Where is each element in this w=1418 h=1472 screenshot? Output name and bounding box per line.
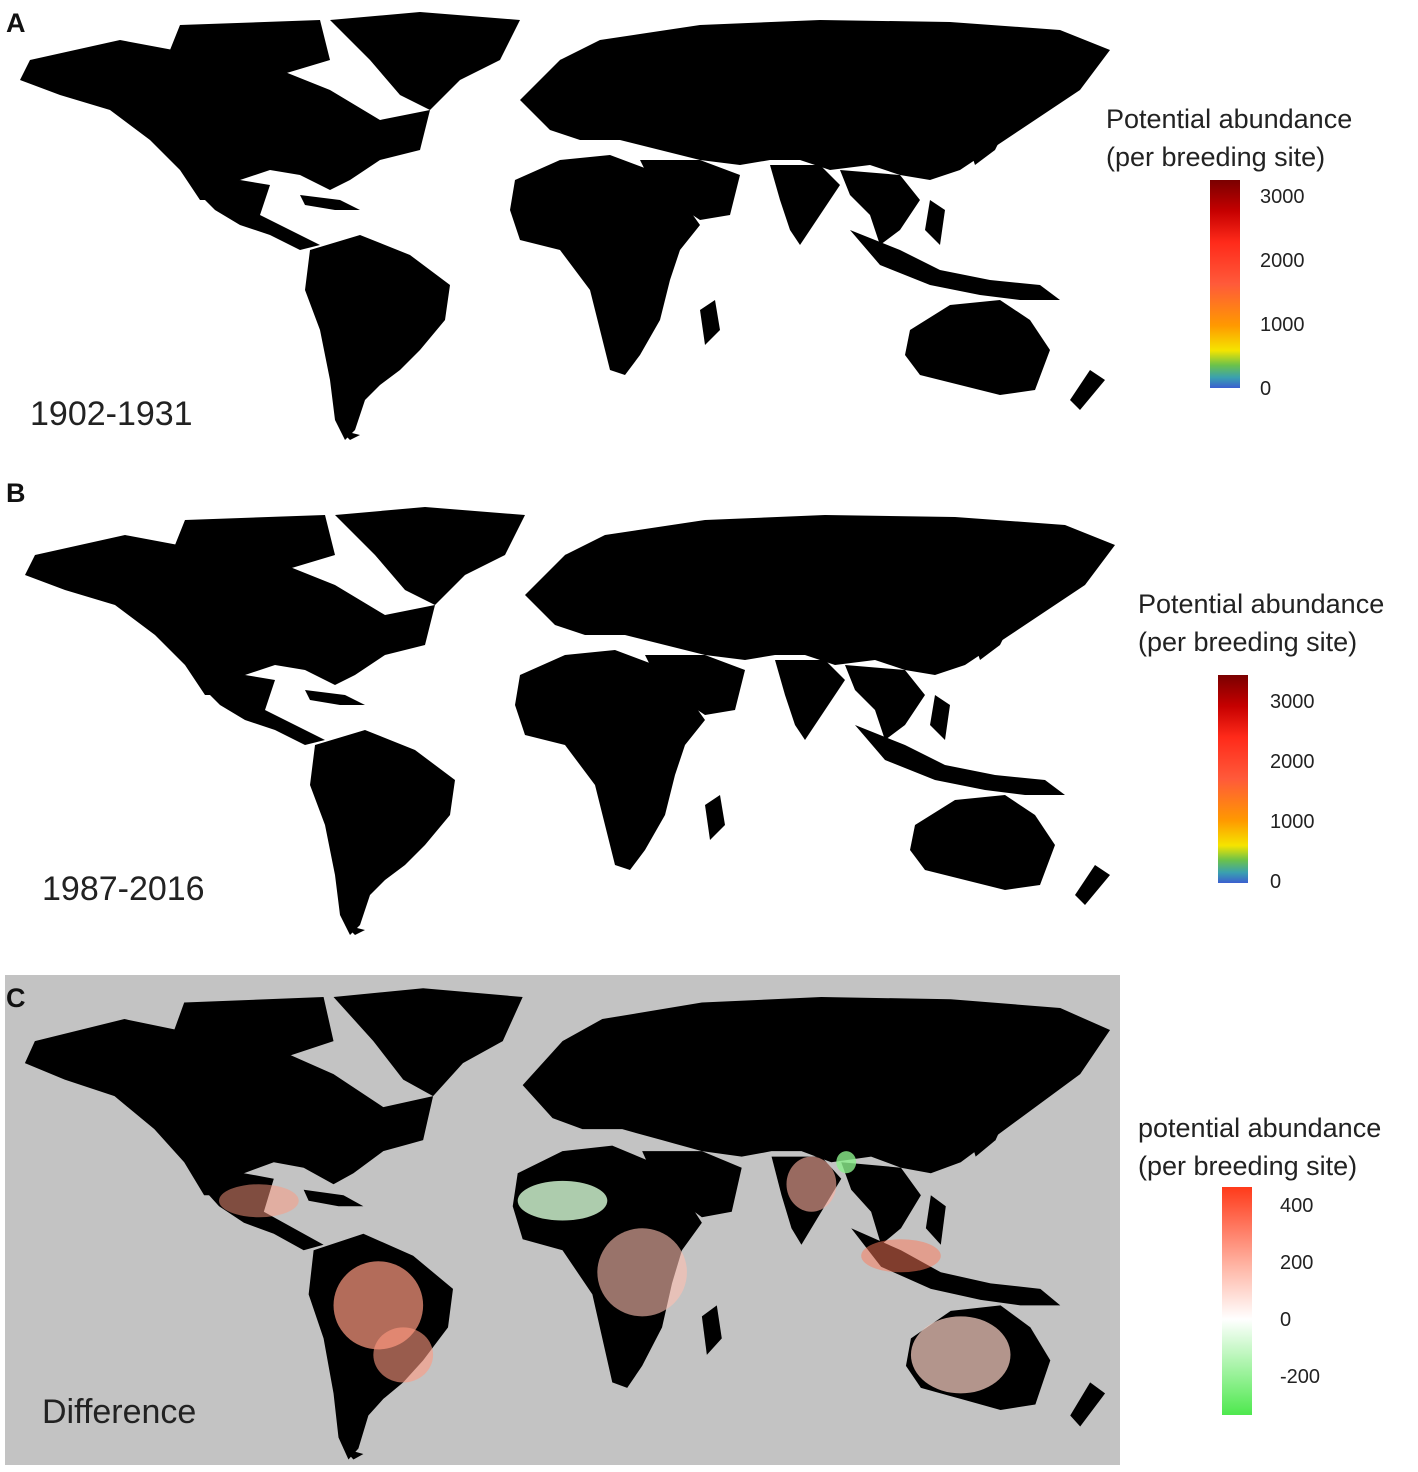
colorbar-tick: 3000: [1260, 186, 1305, 208]
diff-hotspot: [910, 1316, 1011, 1394]
panel-b: B 1987-2016 Potential abundance (per bre…: [0, 470, 1418, 960]
diff-hotspot: [373, 1327, 434, 1383]
diff-hotspot: [333, 1261, 424, 1350]
legend-title: Potential abundance (per breeding site): [1106, 100, 1352, 176]
legend-title: Potential abundance (per breeding site): [1138, 585, 1384, 661]
diff-hotspot: [786, 1156, 837, 1212]
period-label: 1902-1931: [30, 395, 193, 433]
panel-letter: C: [6, 983, 26, 1013]
legend-title-line2: (per breeding site): [1138, 627, 1358, 657]
colorbar-tick: 0: [1280, 1309, 1292, 1331]
panel-letter: A: [6, 8, 26, 38]
diff-hotspot: [861, 1239, 941, 1273]
difference-map: [5, 975, 1120, 1465]
colorbar-tick: 1000: [1260, 314, 1305, 336]
legend-title-line2: (per breeding site): [1138, 1151, 1358, 1181]
colorbar-tick: 0: [1260, 378, 1272, 400]
panel-a: A 1902-1931 Potential abundance (per bre…: [0, 0, 1418, 470]
panel-c: C Difference potential abundance (per br…: [0, 975, 1418, 1472]
legend-title-line2: (per breeding site): [1106, 142, 1326, 172]
period-label: 1987-2016: [42, 870, 205, 908]
legend-title: potential abundance (per breeding site): [1138, 1109, 1381, 1185]
colorbar-tick: 400: [1280, 1195, 1314, 1217]
colorbar-tick: 3000: [1270, 691, 1315, 713]
diff-hotspot: [219, 1184, 299, 1218]
legend-title-line1: Potential abundance: [1138, 589, 1385, 619]
difference-map-svg: [24, 988, 1111, 1460]
world-map: [0, 0, 1120, 445]
diff-coolspot: [836, 1151, 857, 1174]
legend-title-line1: potential abundance: [1138, 1113, 1382, 1143]
colorbar-tick: 200: [1280, 1252, 1314, 1274]
colorbar: [1222, 1187, 1252, 1415]
colorbar-tick: 2000: [1260, 250, 1305, 272]
colorbar-tick: 1000: [1270, 811, 1315, 833]
colorbar-tick: 2000: [1270, 751, 1315, 773]
colorbar-tick: -200: [1280, 1366, 1321, 1388]
colorbar-tick: 0: [1270, 871, 1282, 893]
period-label: Difference: [42, 1393, 197, 1431]
colorbar: [1218, 675, 1248, 883]
legend-title-line1: Potential abundance: [1106, 104, 1353, 134]
panel-letter: B: [6, 478, 26, 508]
diff-coolspot: [517, 1180, 608, 1221]
colorbar: [1210, 180, 1240, 388]
abundance-map-svg: [20, 12, 1110, 440]
diff-hotspot: [597, 1228, 687, 1317]
